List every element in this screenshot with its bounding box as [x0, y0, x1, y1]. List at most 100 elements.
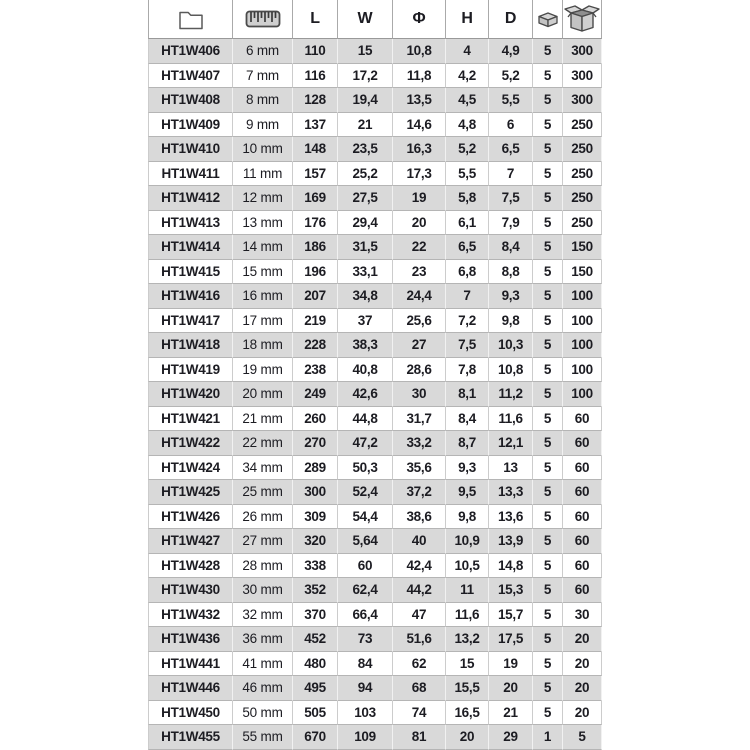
d-cell: 7: [489, 161, 533, 186]
w-cell: 34,8: [338, 284, 393, 309]
w-cell: 103: [338, 700, 393, 725]
carton-qty-cell: 250: [563, 186, 602, 211]
l-cell: 128: [293, 88, 338, 113]
d-cell: 7,5: [489, 186, 533, 211]
h-cell: 7,2: [446, 308, 489, 333]
l-cell: 300: [293, 480, 338, 505]
table-row: HT1W422 22 mm 270 47,2 33,2 8,7 12,1 5 60: [148, 431, 602, 456]
w-cell: 52,4: [338, 480, 393, 505]
w-cell: 73: [338, 627, 393, 652]
code-cell: HT1W409: [148, 112, 233, 137]
pack-qty-cell: 5: [533, 333, 563, 358]
phi-cell: 74: [393, 700, 446, 725]
table-row: HT1W446 46 mm 495 94 68 15,5 20 5 20: [148, 676, 602, 701]
code-cell: HT1W407: [148, 63, 233, 88]
l-cell: 157: [293, 161, 338, 186]
phi-cell: 22: [393, 235, 446, 260]
table-row: HT1W416 16 mm 207 34,8 24,4 7 9,3 5 100: [148, 284, 602, 309]
h-cell: 5,8: [446, 186, 489, 211]
code-cell: HT1W428: [148, 553, 233, 578]
d-cell: 8,4: [489, 235, 533, 260]
carton-qty-cell: 100: [563, 308, 602, 333]
w-cell: 27,5: [338, 186, 393, 211]
d-cell: 19: [489, 651, 533, 676]
d-cell: 6: [489, 112, 533, 137]
pack-qty-cell: 5: [533, 627, 563, 652]
carton-qty-cell: 60: [563, 431, 602, 456]
carton-qty-cell: 5: [563, 725, 602, 750]
table-row: HT1W455 55 mm 670 109 81 20 29 1 5: [148, 725, 602, 750]
phi-cell: 62: [393, 651, 446, 676]
table-row: HT1W418 18 mm 228 38,3 27 7,5 10,3 5 100: [148, 333, 602, 358]
phi-cell: 31,7: [393, 406, 446, 431]
d-cell: 9,3: [489, 284, 533, 309]
w-cell: 94: [338, 676, 393, 701]
product-spec-table: L W Φ H D: [148, 0, 602, 750]
carton-qty-cell: 20: [563, 651, 602, 676]
pack-qty-cell: 5: [533, 406, 563, 431]
table-row: HT1W419 19 mm 238 40,8 28,6 7,8 10,8 5 100: [148, 357, 602, 382]
size-cell: 27 mm: [233, 529, 293, 554]
phi-cell: 40: [393, 529, 446, 554]
h-cell: 9,8: [446, 504, 489, 529]
table-row: HT1W420 20 mm 249 42,6 30 8,1 11,2 5 100: [148, 382, 602, 407]
w-cell: 109: [338, 725, 393, 750]
code-cell: HT1W411: [148, 161, 233, 186]
pack-qty-cell: 5: [533, 455, 563, 480]
pack-qty-cell: 5: [533, 210, 563, 235]
pack-qty-cell: 5: [533, 382, 563, 407]
h-cell: 11,6: [446, 602, 489, 627]
w-cell: 54,4: [338, 504, 393, 529]
code-cell: HT1W424: [148, 455, 233, 480]
table-row: HT1W427 27 mm 320 5,64 40 10,9 13,9 5 60: [148, 529, 602, 554]
w-cell: 5,64: [338, 529, 393, 554]
col-header-width: W: [338, 0, 393, 39]
phi-cell: 20: [393, 210, 446, 235]
carton-qty-cell: 30: [563, 602, 602, 627]
phi-cell: 30: [393, 382, 446, 407]
pack-qty-cell: 5: [533, 700, 563, 725]
pack-qty-cell: 5: [533, 63, 563, 88]
d-cell: 13: [489, 455, 533, 480]
d-cell: 20: [489, 676, 533, 701]
w-cell: 21: [338, 112, 393, 137]
w-cell: 33,1: [338, 259, 393, 284]
carton-qty-cell: 250: [563, 210, 602, 235]
size-cell: 15 mm: [233, 259, 293, 284]
carton-qty-cell: 60: [563, 406, 602, 431]
l-cell: 452: [293, 627, 338, 652]
carton-qty-cell: 150: [563, 259, 602, 284]
phi-cell: 33,2: [393, 431, 446, 456]
code-cell: HT1W432: [148, 602, 233, 627]
size-cell: 6 mm: [233, 39, 293, 64]
phi-cell: 23: [393, 259, 446, 284]
code-cell: HT1W446: [148, 676, 233, 701]
size-cell: 22 mm: [233, 431, 293, 456]
pack-qty-cell: 5: [533, 284, 563, 309]
size-cell: 50 mm: [233, 700, 293, 725]
w-cell: 62,4: [338, 578, 393, 603]
size-cell: 16 mm: [233, 284, 293, 309]
size-cell: 36 mm: [233, 627, 293, 652]
h-cell: 7,8: [446, 357, 489, 382]
d-cell: 5,2: [489, 63, 533, 88]
pack-qty-cell: 5: [533, 480, 563, 505]
size-cell: 13 mm: [233, 210, 293, 235]
d-cell: 5,5: [489, 88, 533, 113]
h-cell: 5,5: [446, 161, 489, 186]
code-cell: HT1W450: [148, 700, 233, 725]
h-cell: 7: [446, 284, 489, 309]
size-cell: 14 mm: [233, 235, 293, 260]
table-row: HT1W417 17 mm 219 37 25,6 7,2 9,8 5 100: [148, 308, 602, 333]
table-row: HT1W415 15 mm 196 33,1 23 6,8 8,8 5 150: [148, 259, 602, 284]
d-cell: 11,2: [489, 382, 533, 407]
h-cell: 8,7: [446, 431, 489, 456]
carton-qty-cell: 60: [563, 504, 602, 529]
size-cell: 28 mm: [233, 553, 293, 578]
folder-icon: [178, 11, 203, 29]
d-cell: 21: [489, 700, 533, 725]
pack-qty-cell: 5: [533, 529, 563, 554]
phi-cell: 25,6: [393, 308, 446, 333]
w-cell: 17,2: [338, 63, 393, 88]
